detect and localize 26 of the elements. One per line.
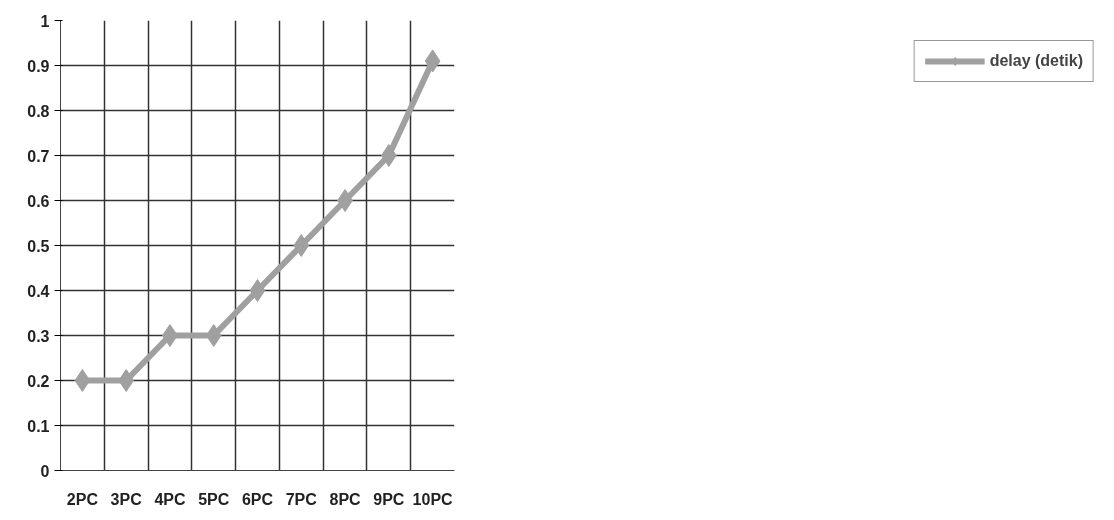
y-tick-label: 0.6 [27,192,50,210]
legend-label: delay (detik) [989,52,1083,70]
x-tick-label: 3PC [110,490,143,508]
point [249,279,266,302]
x-tick-label: 8PC [329,490,362,508]
y-tick-label: 0.5 [27,237,50,255]
x-tick-label: 5PC [198,490,230,508]
point [74,369,91,392]
x-tick-label: 6PC [241,490,274,508]
point [293,234,310,257]
y-tick-label: 0.9 [27,57,50,75]
point [205,324,222,347]
x-tick-label: 7PC [285,490,318,508]
x-tick-label: 9PC [373,490,405,508]
x-tick-label: 10PC [412,490,454,508]
y-tick-label: 0.1 [27,417,50,435]
y-tick-label: 0 [40,462,50,480]
point [424,49,441,73]
y-tick-label: 0.7 [27,147,50,165]
y-tick-label: 0.4 [27,282,50,300]
x-tick-label: 2PC [66,490,99,508]
y-tick-label: 0.3 [27,327,50,345]
y-tick-label: 1 [40,12,50,30]
y-tick-label: 0.2 [27,372,50,390]
x-tick-label: 4PC [154,490,186,508]
y-tick-label: 0.8 [27,102,50,120]
